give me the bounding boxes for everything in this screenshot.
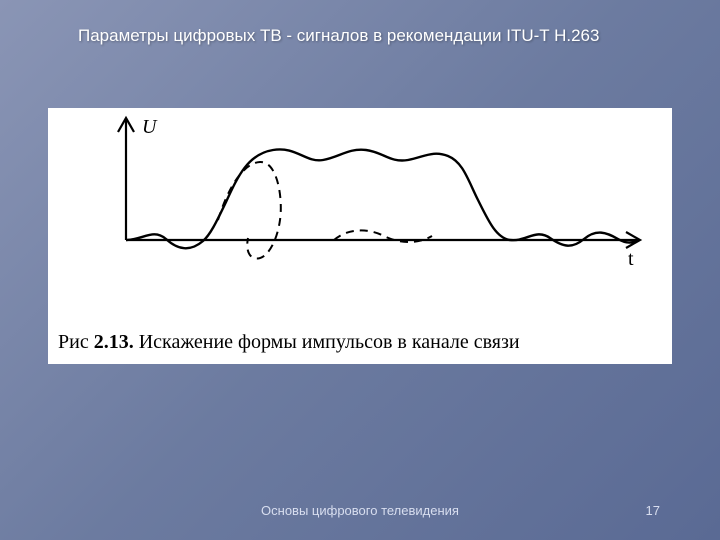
slide-root: Параметры цифровых ТВ - сигналов в реком… bbox=[0, 0, 720, 540]
main-pulse-curve bbox=[126, 149, 638, 248]
caption-number: 2.13. bbox=[94, 331, 134, 353]
chart-area: U t bbox=[48, 108, 672, 308]
figure-panel: U t Рис 2.13. Искажение формы импульсов … bbox=[48, 108, 672, 364]
dashed-reference-curve bbox=[218, 162, 432, 259]
x-axis-label: t bbox=[628, 248, 634, 271]
footer-text: Основы цифрового телевидения bbox=[0, 503, 720, 518]
caption-prefix: Рис bbox=[58, 331, 89, 353]
caption-text: Искажение формы импульсов в канале связи bbox=[139, 331, 520, 353]
figure-caption: Рис 2.13. Искажение формы импульсов в ка… bbox=[58, 331, 520, 354]
y-axis-label: U bbox=[142, 116, 156, 139]
page-number: 17 bbox=[646, 503, 660, 518]
slide-title: Параметры цифровых ТВ - сигналов в реком… bbox=[78, 26, 680, 46]
